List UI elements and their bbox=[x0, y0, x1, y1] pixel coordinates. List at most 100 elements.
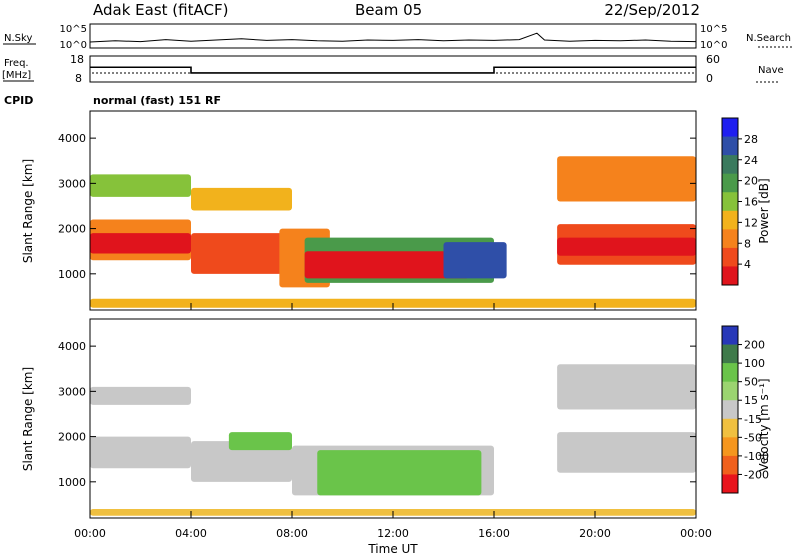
x-tick-label: 12:00 bbox=[377, 527, 409, 540]
colorbar-tick-label: 12 bbox=[744, 216, 758, 229]
freq-tick-top: 18 bbox=[70, 53, 84, 66]
colorbar-swatch bbox=[722, 381, 738, 401]
colorbar-swatch bbox=[722, 266, 738, 286]
velocity-echo-band bbox=[90, 436, 191, 469]
velocity-echo-band bbox=[228, 432, 292, 451]
freq-panel: Freq. [MHz] 18 8 60 0 Nave bbox=[2, 53, 784, 85]
colorbar-tick-label: 16 bbox=[744, 196, 758, 209]
date-title: 22/Sep/2012 bbox=[604, 1, 700, 19]
freq-series-line bbox=[90, 66, 696, 74]
freq-label: Freq. bbox=[4, 58, 29, 69]
power-colorbar: 4 8 12 16 20 24 28 bbox=[721, 117, 758, 286]
velocity-colorbar: 200 100 50 15 -15 -50 -100 -200 bbox=[721, 325, 769, 494]
x-axis-label: Time UT bbox=[367, 542, 418, 554]
colorbar-swatch bbox=[722, 136, 738, 156]
nsky-tick-bottom: 10^0 bbox=[60, 40, 87, 51]
colorbar-tick-label: -15 bbox=[744, 413, 762, 426]
colorbar-tick-label: -50 bbox=[744, 431, 762, 444]
nsearch-tick-bottom: 10^0 bbox=[700, 40, 727, 51]
nsky-panel: N.Sky 10^5 10^0 10^5 10^0 N.Search bbox=[3, 23, 792, 51]
freq-frame bbox=[89, 55, 697, 83]
velocity-echo-band bbox=[90, 386, 191, 405]
power-echo-band bbox=[443, 242, 507, 279]
colorbar-swatch bbox=[722, 210, 738, 230]
nave-tick-bottom: 0 bbox=[706, 72, 713, 85]
colorbar-tick-label: 8 bbox=[744, 237, 751, 250]
nave-tick-top: 60 bbox=[706, 53, 720, 66]
colorbar-swatch bbox=[722, 247, 738, 267]
power-echo-field bbox=[90, 156, 696, 308]
y-tick-label: 4000 bbox=[58, 340, 86, 353]
colorbar-swatch bbox=[722, 192, 738, 212]
colorbar-swatch bbox=[722, 118, 738, 138]
colorbar-swatch bbox=[722, 326, 738, 346]
colorbar-tick-label: 200 bbox=[744, 339, 765, 352]
power-echo-band bbox=[557, 156, 696, 202]
power-echo-band bbox=[90, 233, 191, 254]
colorbar-swatch bbox=[722, 229, 738, 249]
y-tick-label: 2000 bbox=[58, 431, 86, 444]
velocity-colorbar-label: Velocity [m s⁻¹] bbox=[757, 378, 771, 471]
colorbar-swatch bbox=[722, 400, 738, 420]
velocity-panel: Slant Range [km] 1000 2000 3000 4000 200 100… bbox=[21, 318, 771, 519]
power-echo-band bbox=[90, 174, 191, 197]
colorbar-swatch bbox=[722, 418, 738, 438]
colorbar-swatch bbox=[722, 474, 738, 494]
y-tick-label: 2000 bbox=[58, 223, 86, 236]
x-tick-label: 20:00 bbox=[579, 527, 611, 540]
colorbar-tick-label: -100 bbox=[744, 450, 769, 463]
colorbar-tick-label: 15 bbox=[744, 394, 758, 407]
x-tick-label: 00:00 bbox=[74, 527, 106, 540]
power-echo-band bbox=[557, 237, 696, 256]
colorbar-swatch bbox=[722, 437, 738, 457]
cpid-text: normal (fast) 151 RF bbox=[93, 94, 221, 107]
colorbar-tick-label: 20 bbox=[744, 175, 758, 188]
velocity-echo-band bbox=[191, 441, 292, 482]
y-tick-label: 3000 bbox=[58, 177, 86, 190]
colorbar-swatch bbox=[722, 155, 738, 175]
power-echo-band bbox=[191, 233, 292, 274]
nsearch-label: N.Search bbox=[746, 33, 791, 44]
freq-tick-bottom: 8 bbox=[75, 72, 82, 85]
y-tick-label: 1000 bbox=[58, 476, 86, 489]
colorbar-tick-label: 100 bbox=[744, 357, 765, 370]
x-tick-label: 16:00 bbox=[478, 527, 510, 540]
y-tick-label: 3000 bbox=[58, 385, 86, 398]
colorbar-swatch bbox=[722, 344, 738, 364]
nsky-frame bbox=[89, 23, 697, 49]
colorbar-tick-label: 4 bbox=[744, 258, 751, 271]
velocity-ylabel: Slant Range [km] bbox=[21, 367, 35, 471]
colorbar-swatch bbox=[722, 455, 738, 475]
velocity-echo-band bbox=[557, 432, 696, 473]
colorbar-tick-label: 50 bbox=[744, 376, 758, 389]
velocity-echo-band bbox=[317, 450, 482, 496]
colorbar-tick-label: 28 bbox=[744, 133, 758, 146]
x-tick-label: 00:00 bbox=[680, 527, 712, 540]
colorbar-frame bbox=[721, 325, 739, 494]
x-tick-label: 04:00 bbox=[175, 527, 207, 540]
power-ylabel: Slant Range [km] bbox=[21, 159, 35, 263]
station-title: Adak East (fitACF) bbox=[93, 1, 228, 19]
nave-label: Nave bbox=[758, 65, 784, 76]
cpid-label: CPID bbox=[4, 94, 33, 107]
colorbar-swatch bbox=[722, 363, 738, 383]
y-tick-label: 4000 bbox=[58, 132, 86, 145]
colorbar-tick-label: 24 bbox=[744, 154, 758, 167]
beam-title: Beam 05 bbox=[355, 1, 422, 19]
power-panel: Slant Range [km] 1000 2000 3000 4000 4 8 12 16… bbox=[21, 110, 771, 311]
nsearch-tick-top: 10^5 bbox=[700, 24, 727, 35]
power-yticks: 1000 2000 3000 4000 bbox=[58, 132, 696, 281]
velocity-echo-band bbox=[557, 364, 696, 410]
y-tick-label: 1000 bbox=[58, 268, 86, 281]
x-axis-ticks: 00:00 04:00 08:00 12:00 16:00 20:00 00:00 bbox=[74, 303, 712, 540]
velocity-echo-field bbox=[90, 364, 696, 516]
power-echo-band bbox=[191, 187, 292, 211]
nsky-tick-top: 10^5 bbox=[60, 24, 87, 35]
colorbar-tick-label: -200 bbox=[744, 468, 769, 481]
nsky-series-line bbox=[89, 32, 697, 43]
power-echo-band bbox=[304, 251, 469, 279]
velocity-yticks: 1000 2000 3000 4000 bbox=[58, 340, 696, 489]
nsky-label: N.Sky bbox=[4, 33, 32, 44]
x-tick-label: 08:00 bbox=[276, 527, 308, 540]
